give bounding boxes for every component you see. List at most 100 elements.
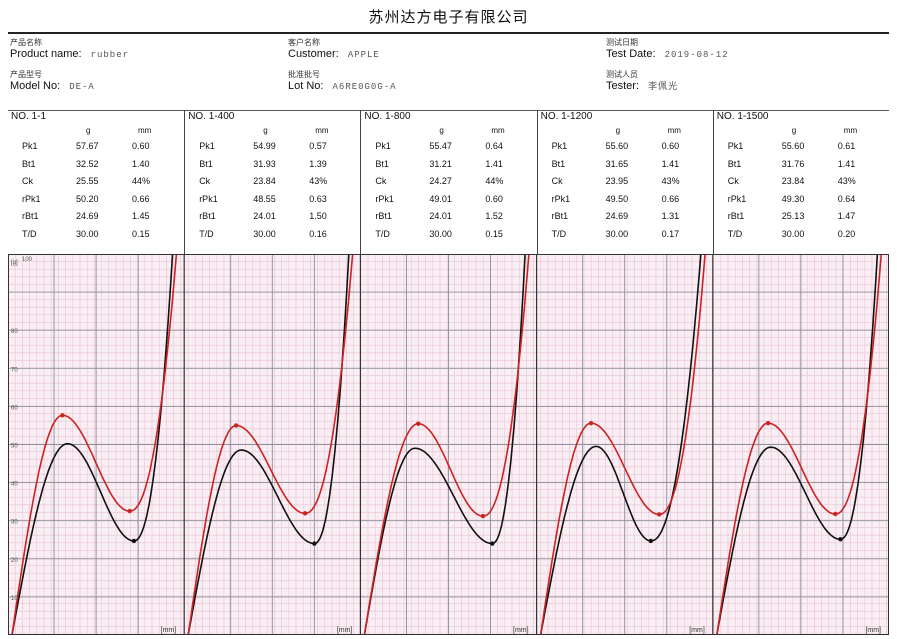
curve-marker: [416, 421, 421, 426]
test-date-label: Test Date:: [606, 48, 656, 60]
param-row: Bt1 32.52 1.40: [8, 156, 184, 174]
param-value-g: 57.67: [76, 141, 99, 151]
curve-marker: [127, 508, 132, 514]
force-curves-svg: [mm] [mm] [mm] [mm] [mm] [g] 100 80 70 60 50 40 30 20…: [8, 254, 889, 635]
param-row: Pk1 57.67 0.60: [8, 138, 184, 156]
param-name: Bt1: [551, 158, 566, 169]
plot-frame: [8, 254, 889, 635]
param-name: rBt1: [551, 211, 569, 221]
param-value-g: 25.55: [76, 176, 99, 186]
param-name: rPk1: [727, 193, 747, 204]
press-curve: [716, 254, 883, 635]
param-value-mm: 1.47: [837, 211, 856, 221]
param-table-title: NO. 1-1: [11, 111, 47, 122]
lot-no-cn-label: 批准批号: [288, 70, 320, 79]
param-row: Bt1 31.65 1.41: [538, 156, 713, 174]
param-row: T/D 30.00 0.16: [185, 226, 360, 244]
y-tick-label: 20: [11, 558, 18, 564]
unit-mm-header: mm: [491, 126, 505, 135]
x-axis-label: [mm]: [513, 627, 529, 634]
param-value-g: 24.27: [429, 176, 452, 186]
param-value-mm: 1.41: [837, 158, 856, 169]
param-value-g: 30.00: [76, 228, 99, 239]
param-name: Ck: [375, 176, 387, 186]
press-curve: [363, 254, 530, 635]
param-value-mm: 44%: [485, 176, 504, 186]
param-value-g: 55.60: [605, 141, 629, 151]
curve-marker: [656, 512, 662, 517]
x-axis-label: [mm]: [337, 627, 353, 634]
param-row: rBt1 24.01 1.52: [361, 208, 536, 226]
param-table-title: NO. 1-1200: [540, 111, 593, 122]
curve-marker: [302, 511, 308, 516]
param-value-mm: 1.45: [132, 211, 150, 221]
param-name: Ck: [727, 176, 739, 186]
return-curve: [539, 254, 702, 635]
param-value-mm: 0.66: [661, 193, 680, 204]
unit-g-header: g: [439, 126, 444, 135]
param-value-g: 54.99: [253, 141, 276, 151]
y-tick-label: 30: [11, 520, 18, 526]
param-value-mm: 0.63: [309, 193, 327, 204]
param-value-g: 25.13: [781, 211, 805, 221]
curve-marker: [838, 537, 843, 542]
lot-no-label: Lot No:: [288, 80, 324, 92]
param-name: Bt1: [22, 158, 36, 169]
param-value-g: 24.69: [76, 211, 99, 221]
param-name: Pk1: [199, 141, 215, 151]
header-col-test: 测试日期 Test Date: 2019-08-12 测试人员 Tester: …: [606, 38, 729, 93]
report-header: 产品名称 Product name: rubber 产品型号 Model No:…: [8, 32, 889, 111]
param-value-g: 50.20: [76, 193, 99, 204]
tester-cn-label: 测试人员: [606, 70, 638, 79]
curve-marker: [131, 538, 137, 544]
product-name-cn-label: 产品名称: [10, 38, 42, 47]
test-date-value: 2019-08-12: [664, 50, 729, 60]
param-value-mm: 0.57: [309, 141, 327, 151]
param-value-mm: 43%: [837, 176, 856, 186]
param-row: Pk1 55.60 0.61: [714, 138, 889, 156]
unit-mm-header: mm: [138, 126, 152, 135]
param-value-g: 31.65: [605, 158, 629, 169]
return-curve: [187, 254, 350, 635]
return-curve: [363, 254, 526, 635]
param-value-mm: 0.64: [837, 193, 856, 204]
param-value-mm: 1.50: [309, 211, 327, 221]
param-value-mm: 1.52: [485, 211, 503, 221]
param-row: Ck 23.84 43%: [714, 173, 889, 191]
param-name: rBt1: [727, 211, 745, 221]
param-value-g: 55.47: [429, 141, 452, 151]
unit-g-header: g: [791, 126, 797, 135]
param-value-g: 49.50: [605, 193, 629, 204]
customer-value: APPLE: [347, 50, 380, 60]
y-axis-label: [g]: [11, 260, 18, 266]
param-name: T/D: [375, 228, 390, 239]
param-row: T/D 30.00 0.15: [8, 226, 184, 244]
param-name: Ck: [199, 176, 211, 186]
param-name: rPk1: [375, 193, 394, 204]
curve-marker: [480, 513, 486, 519]
param-row: Bt1 31.76 1.41: [714, 156, 889, 174]
param-row: rBt1 24.01 1.50: [185, 208, 360, 226]
press-curve: [187, 254, 354, 635]
return-curve: [11, 254, 174, 635]
model-no-cn-label: 产品型号: [10, 70, 42, 79]
param-table: NO. 1-1200 g mm Pk1 55.60 0.60 Bt1 31.65 1.41 Ck 2…: [536, 110, 713, 254]
param-value-mm: 0.61: [837, 141, 856, 151]
lot-no-value: A6RE0G0G-A: [332, 82, 397, 92]
x-axis-label: [mm]: [865, 627, 881, 634]
curve-marker: [60, 413, 65, 418]
param-name: Bt1: [375, 158, 389, 169]
param-name: rPk1: [199, 193, 218, 204]
header-col-product: 产品名称 Product name: rubber 产品型号 Model No:…: [10, 38, 129, 93]
param-value-mm: 1.41: [661, 158, 680, 169]
param-value-g: 30.00: [605, 228, 629, 239]
param-name: Bt1: [727, 158, 742, 169]
y-tick-label: 80: [11, 329, 18, 335]
param-value-mm: 0.17: [661, 228, 680, 239]
curve-marker: [588, 420, 594, 426]
y-tick-label: 60: [11, 405, 18, 411]
param-value-g: 24.01: [253, 211, 276, 221]
param-name: rBt1: [199, 211, 216, 221]
param-value-mm: 0.66: [132, 193, 150, 204]
param-name: rPk1: [22, 193, 41, 204]
